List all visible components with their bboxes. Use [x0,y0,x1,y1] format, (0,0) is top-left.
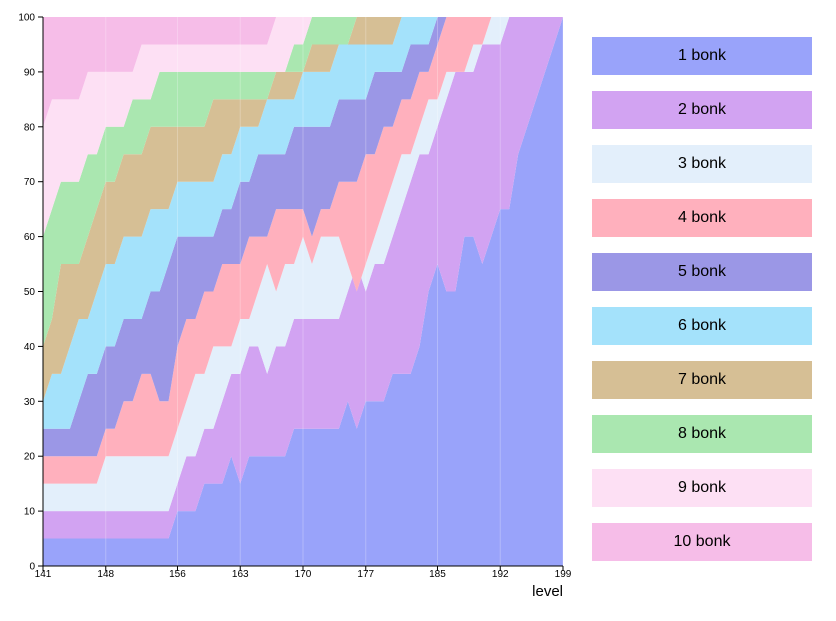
area-9-bonk [43,17,563,237]
legend-label: 6 bonk [677,317,727,334]
x-axis-title: level [532,583,563,600]
legend-item-10-bonk[interactable]: 10 bonk [592,523,812,561]
legend-label: 5 bonk [677,263,727,280]
area-8-bonk [43,17,563,347]
legend-item-8-bonk[interactable]: 8 bonk [592,415,812,453]
legend-item-1-bonk[interactable]: 1 bonk [592,37,812,75]
legend-item-9-bonk[interactable]: 9 bonk [592,469,812,507]
x-tick-label: 170 [295,569,312,580]
area-7-bonk [43,17,563,402]
legend-label: 3 bonk [677,155,727,172]
legend-item-5-bonk[interactable]: 5 bonk [592,253,812,291]
y-tick-label: 100 [18,13,35,24]
y-tick-label: 10 [24,507,36,518]
y-tick-label: 0 [29,562,35,573]
y-tick-label: 70 [24,177,36,188]
x-tick-label: 192 [492,569,509,580]
legend-label: 2 bonk [677,101,727,118]
axes-layer: 0 10 20 30 40 50 60 70 80 90 100 141 148 156 163 170 177… [18,13,571,581]
x-tick-label: 185 [429,569,446,580]
area-1-bonk [43,17,563,566]
areas-layer [43,17,563,566]
area-6-bonk [43,17,563,429]
legend-label: 10 bonk [673,533,731,550]
x-tick-label: 199 [555,569,572,580]
area-2-bonk [43,17,563,539]
x-tick-label: 177 [357,569,374,580]
legend-item-4-bonk[interactable]: 4 bonk [592,199,812,237]
y-tick-label: 40 [24,342,36,353]
y-tick-label: 20 [24,452,36,463]
legend-item-2-bonk[interactable]: 2 bonk [592,91,812,129]
legend-label: 1 bonk [677,47,727,64]
legend-item-3-bonk[interactable]: 3 bonk [592,145,812,183]
legend-label: 8 bonk [677,425,727,442]
legend-label: 4 bonk [677,209,727,226]
y-tick-label: 50 [24,287,36,298]
y-tick-label: 90 [24,67,36,78]
x-tick-label: 141 [35,569,52,580]
legend: 1 bonk 2 bonk 3 bonk 4 bonk 5 bonk 6 bonk 7 bo… [592,37,812,577]
legend-item-7-bonk[interactable]: 7 bonk [592,361,812,399]
area-10-bonk [43,17,563,127]
y-tick-label: 30 [24,397,36,408]
y-tick-label: 80 [24,122,36,133]
legend-item-6-bonk[interactable]: 6 bonk [592,307,812,345]
area-5-bonk [43,17,563,457]
x-tick-label: 148 [97,569,114,580]
y-tick-label: 60 [24,232,36,243]
x-tick-label: 156 [169,569,186,580]
legend-label: 7 bonk [677,371,727,388]
area-3-bonk [43,17,563,512]
legend-label: 9 bonk [677,479,727,496]
x-tick-label: 163 [232,569,249,580]
